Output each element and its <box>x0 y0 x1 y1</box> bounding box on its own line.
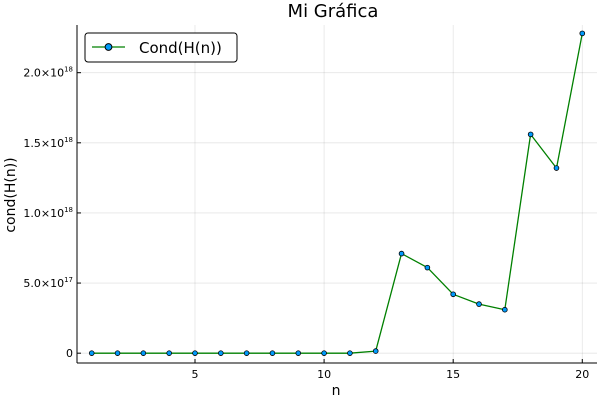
grid <box>77 25 597 363</box>
data-point <box>372 348 379 354</box>
data-point <box>579 30 586 37</box>
data-point <box>192 350 198 356</box>
y-tick-label: 1.0×1018 <box>23 206 73 220</box>
y-axis-label: cond(H(n)) <box>3 157 19 232</box>
data-point <box>424 264 431 271</box>
data-point <box>140 350 147 356</box>
x-tick-label: 5 <box>191 368 198 381</box>
series <box>88 30 586 356</box>
chart-title: Mi Gráfica <box>288 1 379 22</box>
x-tick-label: 20 <box>575 368 589 381</box>
y-tick-label: 0 <box>66 347 73 360</box>
legend-box <box>84 32 238 63</box>
data-point <box>450 291 456 298</box>
data-point <box>347 350 353 356</box>
data-point <box>269 350 276 356</box>
data-point <box>114 350 121 356</box>
y-tick-label: 5.0×1017 <box>23 276 73 290</box>
data-point <box>243 350 250 356</box>
y-tick-label: 1.5×1018 <box>23 136 73 150</box>
axes <box>76 25 597 364</box>
data-point <box>553 165 560 171</box>
data-point <box>218 350 224 356</box>
x-ticks: 5 10 15 20 <box>191 359 589 381</box>
y-tick-label: 2.0×1018 <box>23 66 73 80</box>
data-point <box>502 306 508 313</box>
x-axis-label: n <box>332 383 341 399</box>
data-point <box>88 350 95 356</box>
y-ticks: 0 5.0×1017 1.0×1018 1.5×1018 2.0×1018 <box>23 66 81 360</box>
x-tick-label: 15 <box>446 368 460 381</box>
series-line <box>91 33 583 354</box>
legend: Cond(H(n)) <box>84 32 238 63</box>
data-point <box>295 350 302 356</box>
data-point <box>476 301 482 307</box>
data-point <box>321 350 327 356</box>
data-point <box>527 131 534 138</box>
x-tick-label: 10 <box>317 368 331 381</box>
data-point <box>398 250 405 257</box>
data-point <box>166 350 172 356</box>
legend-label: Cond(H(n)) <box>139 39 222 57</box>
legend-marker-sample <box>104 43 113 51</box>
